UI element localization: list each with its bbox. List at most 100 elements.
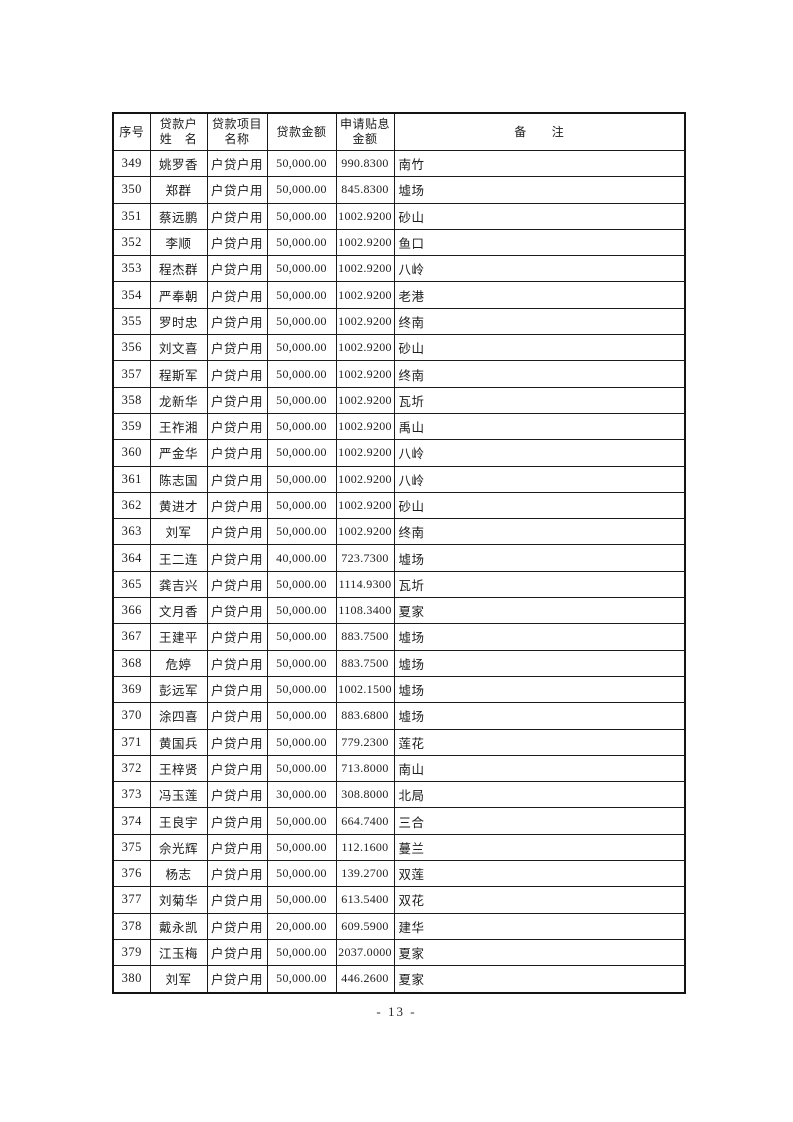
- cell-subsidy: 446.2600: [335, 965, 395, 993]
- header-line: 贷款户: [159, 117, 198, 131]
- cell-name: 刘文喜: [149, 334, 208, 362]
- cell-remark: 墟场: [393, 702, 686, 730]
- cell-name: 黄国兵: [149, 728, 208, 756]
- cell-project: 户贷户用: [206, 938, 268, 967]
- cell-name: 郑群: [149, 176, 208, 204]
- cell-remark: 建华: [393, 912, 686, 940]
- cell-name: 姚罗香: [149, 149, 208, 178]
- cell-name: 彭远军: [149, 675, 208, 704]
- cell-amount: 40,000.00: [266, 544, 337, 572]
- cell-no: 359: [112, 412, 151, 441]
- cell-subsidy: 609.5900: [335, 912, 395, 940]
- cell-no: 363: [112, 518, 151, 546]
- cell-amount: 50,000.00: [266, 754, 337, 783]
- column-header-name: 贷款户姓 名: [149, 112, 208, 151]
- cell-remark: 墟场: [393, 623, 686, 651]
- cell-subsidy: 779.2300: [335, 728, 395, 756]
- cell-project: 户贷户用: [206, 807, 268, 835]
- cell-name: 王祚湘: [149, 412, 208, 441]
- cell-subsidy: 1002.1500: [335, 675, 395, 704]
- table-row: 363 刘军 户贷户用 50,000.00 1002.9200 终南: [112, 518, 686, 546]
- cell-subsidy: 308.8000: [335, 781, 395, 809]
- table-row: 349 姚罗香 户贷户用 50,000.00 990.8300 南竹: [112, 149, 686, 178]
- cell-project: 户贷户用: [206, 597, 268, 625]
- cell-project: 户贷户用: [206, 754, 268, 783]
- cell-no: 373: [112, 781, 151, 809]
- cell-name: 刘军: [149, 965, 208, 993]
- table-row: 362 黄进才 户贷户用 50,000.00 1002.9200 砂山: [112, 491, 686, 520]
- table-row: 370 涂四喜 户贷户用 50,000.00 883.6800 墟场: [112, 702, 686, 730]
- cell-remark: 老港: [393, 281, 686, 309]
- cell-subsidy: 1002.9200: [335, 202, 395, 230]
- cell-remark: 蔓兰: [393, 833, 686, 862]
- table-row: 380 刘军 户贷户用 50,000.00 446.2600 夏家: [112, 965, 686, 993]
- table-row: 361 陈志国 户贷户用 50,000.00 1002.9200 八岭: [112, 465, 686, 493]
- cell-remark: 砂山: [393, 491, 686, 520]
- column-header-amount: 贷款金额: [266, 112, 337, 151]
- cell-project: 户贷户用: [206, 439, 268, 467]
- cell-project: 户贷户用: [206, 912, 268, 940]
- cell-amount: 50,000.00: [266, 360, 337, 388]
- cell-project: 户贷户用: [206, 202, 268, 230]
- cell-subsidy: 613.5400: [335, 886, 395, 914]
- cell-name: 涂四喜: [149, 702, 208, 730]
- cell-remark: 终南: [393, 307, 686, 336]
- table-row: 364 王二连 户贷户用 40,000.00 723.7300 墟场: [112, 544, 686, 572]
- cell-subsidy: 883.7500: [335, 649, 395, 677]
- cell-subsidy: 723.7300: [335, 544, 395, 572]
- cell-project: 户贷户用: [206, 412, 268, 441]
- cell-amount: 50,000.00: [266, 702, 337, 730]
- table-row: 365 龚吉兴 户贷户用 50,000.00 1114.9300 瓦圻: [112, 570, 686, 599]
- cell-amount: 50,000.00: [266, 860, 337, 888]
- cell-project: 户贷户用: [206, 228, 268, 257]
- cell-amount: 50,000.00: [266, 649, 337, 677]
- cell-name: 李顺: [149, 228, 208, 257]
- cell-amount: 50,000.00: [266, 255, 337, 283]
- cell-no: 372: [112, 754, 151, 783]
- cell-no: 356: [112, 334, 151, 362]
- table-header-row: 序号 贷款户姓 名贷款项目 名称 贷款金额 申请贴息 金额备 注: [112, 112, 686, 151]
- cell-project: 户贷户用: [206, 176, 268, 204]
- cell-subsidy: 664.7400: [335, 807, 395, 835]
- cell-name: 戴永凯: [149, 912, 208, 940]
- cell-amount: 50,000.00: [266, 518, 337, 546]
- cell-no: 367: [112, 623, 151, 651]
- cell-project: 户贷户用: [206, 649, 268, 677]
- cell-subsidy: 1002.9200: [335, 491, 395, 520]
- header-line: 金额: [352, 132, 378, 146]
- cell-project: 户贷户用: [206, 623, 268, 651]
- cell-subsidy: 1114.9300: [335, 570, 395, 599]
- cell-name: 杨志: [149, 860, 208, 888]
- cell-project: 户贷户用: [206, 570, 268, 599]
- cell-no: 355: [112, 307, 151, 336]
- cell-name: 江玉梅: [149, 938, 208, 967]
- cell-subsidy: 1002.9200: [335, 255, 395, 283]
- cell-project: 户贷户用: [206, 781, 268, 809]
- cell-no: 353: [112, 255, 151, 283]
- cell-remark: 夏家: [393, 938, 686, 967]
- table-row: 353 程杰群 户贷户用 50,000.00 1002.9200 八岭: [112, 255, 686, 283]
- cell-no: 364: [112, 544, 151, 572]
- page-number: - 13 -: [376, 1004, 417, 1019]
- cell-no: 362: [112, 491, 151, 520]
- cell-name: 程杰群: [149, 255, 208, 283]
- cell-remark: 八岭: [393, 255, 686, 283]
- cell-name: 黄进才: [149, 491, 208, 520]
- table-row: 377 刘菊华 户贷户用 50,000.00 613.5400 双花: [112, 886, 686, 914]
- cell-no: 380: [112, 965, 151, 993]
- cell-project: 户贷户用: [206, 886, 268, 914]
- cell-amount: 50,000.00: [266, 439, 337, 467]
- cell-name: 王二连: [149, 544, 208, 572]
- cell-amount: 50,000.00: [266, 597, 337, 625]
- cell-remark: 八岭: [393, 465, 686, 493]
- cell-project: 户贷户用: [206, 491, 268, 520]
- table-row: 376 杨志 户贷户用 50,000.00 139.2700 双莲: [112, 860, 686, 888]
- cell-no: 369: [112, 675, 151, 704]
- column-header-subsidy: 申请贴息 金额: [335, 112, 395, 151]
- cell-remark: 夏家: [393, 965, 686, 993]
- cell-name: 刘军: [149, 518, 208, 546]
- cell-no: 374: [112, 807, 151, 835]
- column-header-project: 贷款项目 名称: [206, 112, 268, 151]
- table-row: 357 程斯军 户贷户用 50,000.00 1002.9200 终南: [112, 360, 686, 388]
